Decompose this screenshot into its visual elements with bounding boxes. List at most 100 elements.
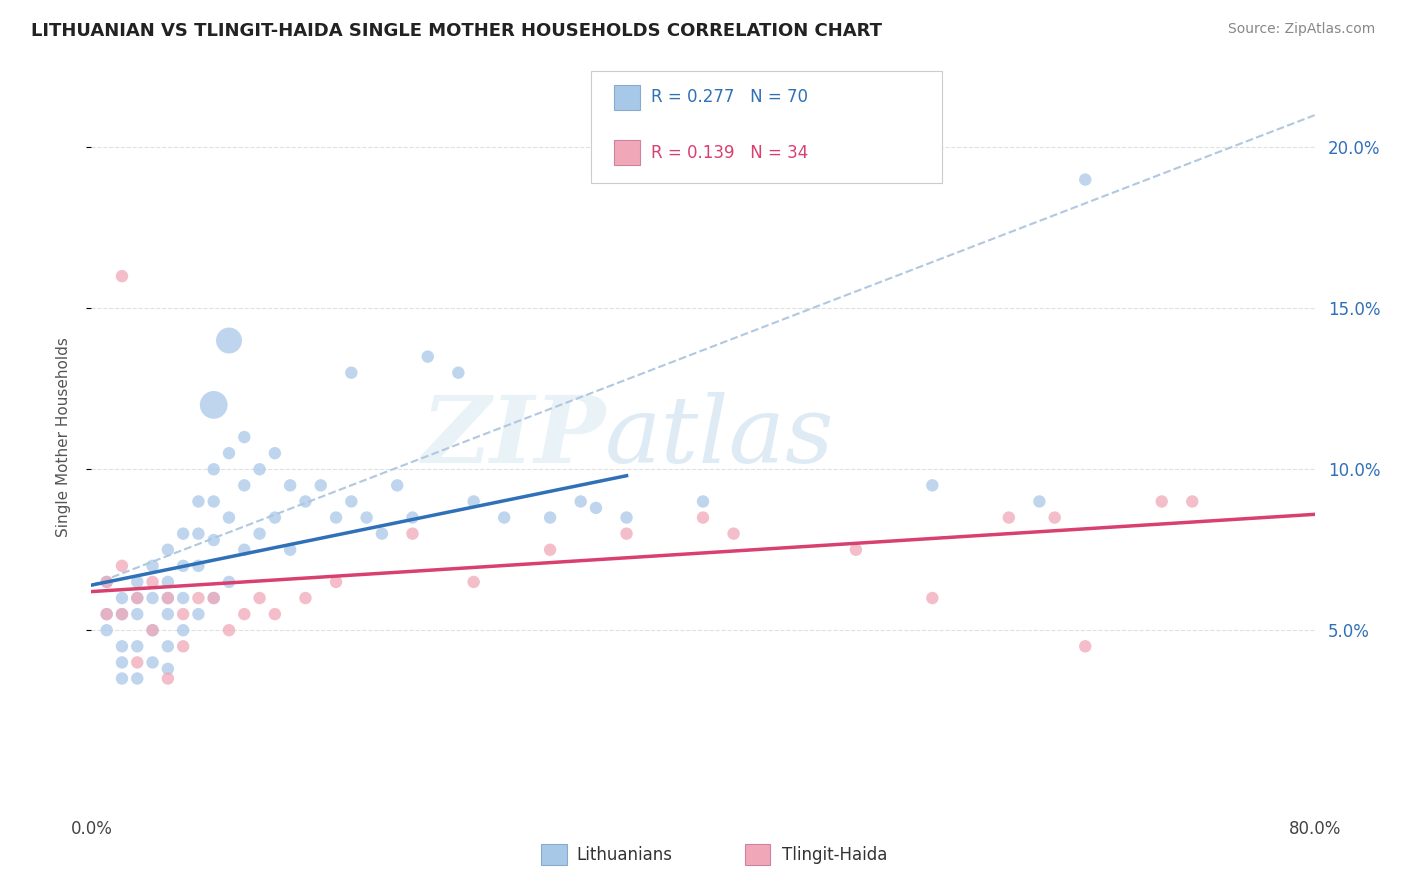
Point bbox=[172, 591, 194, 605]
Text: R = 0.277   N = 70: R = 0.277 N = 70 bbox=[651, 88, 808, 106]
Point bbox=[127, 591, 149, 605]
Text: Lithuanians: Lithuanians bbox=[576, 846, 672, 863]
Point bbox=[1028, 494, 1050, 508]
Point bbox=[156, 591, 179, 605]
Point bbox=[172, 640, 194, 654]
Point bbox=[309, 478, 332, 492]
Point bbox=[921, 591, 943, 605]
Point bbox=[692, 510, 714, 524]
Point bbox=[233, 607, 256, 621]
Point bbox=[218, 334, 240, 348]
Point bbox=[111, 656, 134, 670]
Point bbox=[1074, 172, 1097, 186]
Point bbox=[141, 656, 163, 670]
Point bbox=[325, 574, 347, 589]
Point bbox=[141, 624, 163, 638]
Point bbox=[202, 591, 225, 605]
Point bbox=[278, 542, 301, 557]
Point bbox=[111, 558, 134, 573]
Point bbox=[1043, 510, 1066, 524]
Point bbox=[156, 591, 179, 605]
Point bbox=[111, 672, 134, 686]
Point bbox=[278, 478, 301, 492]
Point bbox=[616, 510, 638, 524]
Point bbox=[156, 542, 179, 557]
Point bbox=[538, 510, 561, 524]
Point bbox=[111, 640, 134, 654]
Text: Tlingit-Haida: Tlingit-Haida bbox=[782, 846, 887, 863]
Point bbox=[187, 558, 209, 573]
Point bbox=[111, 607, 134, 621]
Point bbox=[202, 398, 225, 412]
Point bbox=[141, 574, 163, 589]
Point bbox=[249, 462, 271, 476]
Point bbox=[616, 526, 638, 541]
Point bbox=[1074, 640, 1097, 654]
Point bbox=[202, 462, 225, 476]
Point bbox=[325, 510, 347, 524]
Point bbox=[264, 446, 287, 460]
Point bbox=[187, 494, 209, 508]
Point bbox=[494, 510, 516, 524]
Point bbox=[141, 624, 163, 638]
Point bbox=[96, 574, 118, 589]
Point bbox=[111, 607, 134, 621]
Point bbox=[845, 542, 868, 557]
Point bbox=[264, 607, 287, 621]
Text: R = 0.139   N = 34: R = 0.139 N = 34 bbox=[651, 144, 808, 161]
Point bbox=[172, 526, 194, 541]
Point bbox=[141, 591, 163, 605]
Point bbox=[569, 494, 592, 508]
Point bbox=[233, 542, 256, 557]
Point bbox=[156, 574, 179, 589]
Point bbox=[96, 607, 118, 621]
Point bbox=[249, 591, 271, 605]
Point bbox=[1181, 494, 1204, 508]
Point bbox=[233, 478, 256, 492]
Point bbox=[218, 510, 240, 524]
Point bbox=[1150, 494, 1173, 508]
Point bbox=[340, 366, 363, 380]
Point bbox=[172, 624, 194, 638]
Point bbox=[385, 478, 409, 492]
Point bbox=[218, 574, 240, 589]
Point bbox=[111, 269, 134, 284]
Point bbox=[921, 478, 943, 492]
Point bbox=[264, 510, 287, 524]
Point bbox=[172, 607, 194, 621]
Point bbox=[585, 500, 607, 515]
Point bbox=[294, 591, 316, 605]
Point bbox=[127, 672, 149, 686]
Point bbox=[416, 350, 439, 364]
Point bbox=[127, 607, 149, 621]
Point bbox=[96, 607, 118, 621]
Point bbox=[127, 574, 149, 589]
Point bbox=[96, 624, 118, 638]
Point bbox=[187, 607, 209, 621]
Text: atlas: atlas bbox=[605, 392, 835, 482]
Point bbox=[218, 624, 240, 638]
Text: ZIP: ZIP bbox=[420, 392, 605, 482]
Point bbox=[447, 366, 470, 380]
Point bbox=[401, 510, 423, 524]
Point bbox=[356, 510, 378, 524]
Point bbox=[723, 526, 745, 541]
Point bbox=[538, 542, 561, 557]
Point bbox=[692, 494, 714, 508]
Point bbox=[202, 494, 225, 508]
Point bbox=[340, 494, 363, 508]
Point bbox=[127, 640, 149, 654]
Text: Source: ZipAtlas.com: Source: ZipAtlas.com bbox=[1227, 22, 1375, 37]
Point bbox=[401, 526, 423, 541]
Point bbox=[127, 656, 149, 670]
Point bbox=[156, 662, 179, 676]
Y-axis label: Single Mother Households: Single Mother Households bbox=[56, 337, 70, 537]
Point bbox=[187, 526, 209, 541]
Point bbox=[96, 574, 118, 589]
Point bbox=[156, 672, 179, 686]
Point bbox=[249, 526, 271, 541]
Point bbox=[998, 510, 1021, 524]
Point bbox=[463, 574, 485, 589]
Point bbox=[233, 430, 256, 444]
Point bbox=[187, 591, 209, 605]
